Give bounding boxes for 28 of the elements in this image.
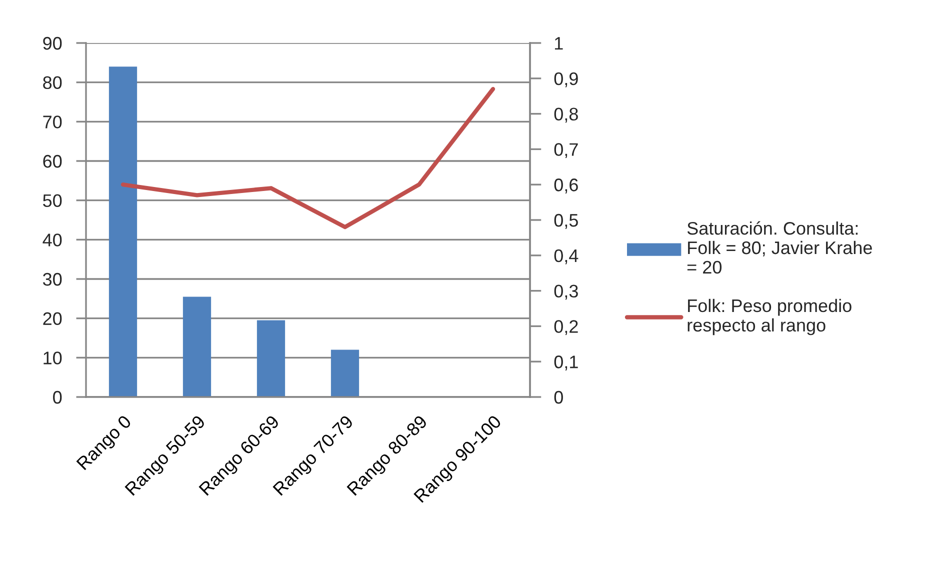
line-series bbox=[120, 86, 496, 230]
y-tick-label: 10 bbox=[44, 352, 62, 364]
y-tick-label: 50 bbox=[43, 194, 62, 208]
bar bbox=[256, 320, 286, 397]
y2-tick-label: 0,9 bbox=[554, 72, 578, 88]
y-tick-label: 40 bbox=[42, 234, 62, 246]
bar bbox=[182, 296, 212, 397]
y-tick-label: 0 bbox=[53, 390, 62, 404]
y-tick-label: 20 bbox=[43, 312, 62, 326]
y2-tick-label: 0 bbox=[554, 390, 563, 404]
bar bbox=[108, 66, 138, 397]
bar bbox=[330, 350, 360, 397]
legend-label: Folk: Peso promedio respecto al rango bbox=[688, 298, 852, 336]
legend-label: Saturación. Consulta: Folk = 80; Javier Krahe = 20 bbox=[687, 221, 872, 274]
y2-tick-label: 0,7 bbox=[554, 143, 578, 158]
y-tick-label: 60 bbox=[43, 154, 62, 168]
y2-tick-label: 0,5 bbox=[554, 214, 578, 229]
y2-tick-label: 0,1 bbox=[554, 356, 578, 370]
y-tick-label: 30 bbox=[42, 272, 62, 286]
y2-tick-label: 0,2 bbox=[554, 320, 578, 336]
y2-tick-label: 0,4 bbox=[554, 249, 578, 264]
y2-tick-label: 0,6 bbox=[554, 178, 578, 194]
y2-tick-label: 0,3 bbox=[554, 284, 578, 300]
y-tick-label: 80 bbox=[43, 76, 62, 90]
y-tick-label: 70 bbox=[43, 116, 62, 128]
y2-tick-label: 0,8 bbox=[554, 108, 578, 123]
y2-tick-label: 1 bbox=[554, 37, 563, 50]
y-tick-label: 90 bbox=[43, 36, 62, 50]
